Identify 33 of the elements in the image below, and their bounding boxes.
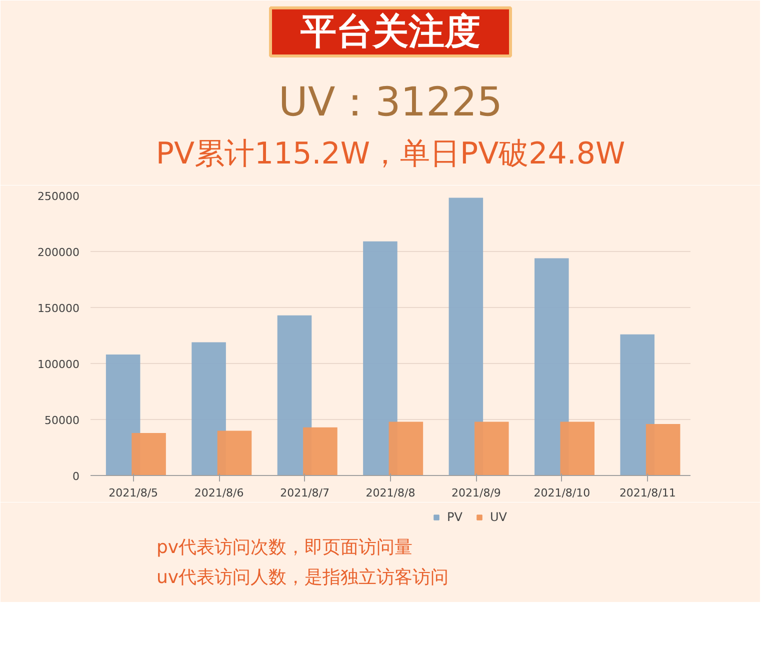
- x-tick-label: 2021/8/8: [366, 486, 416, 500]
- bar: [132, 432, 166, 476]
- bar: [192, 342, 226, 476]
- bar: [363, 241, 398, 476]
- chart-title: 平台关注度: [300, 11, 480, 52]
- bar: [277, 315, 312, 476]
- text: uv代表访问人数，是指独立访客访问: [156, 567, 449, 588]
- bar: [646, 424, 680, 476]
- y-tick-label: 250000: [38, 190, 80, 203]
- x-tick-label: 2021/8/9: [452, 486, 501, 500]
- y-tick-label: 100000: [38, 358, 80, 371]
- chart-subtitle: UV：31225 PV累计115.2W，单日PV破24.8W: [156, 79, 626, 172]
- bar: [388, 422, 424, 476]
- legend-label: PV: [447, 510, 464, 524]
- x-tick-label: 2021/8/11: [619, 486, 676, 500]
- text: pv代表访问次数，即页面访问量: [156, 537, 413, 558]
- y-tick-label: 200000: [38, 246, 80, 259]
- y-tick-label: 50000: [44, 414, 80, 427]
- x-tick-label: 2021/8/5: [108, 486, 158, 500]
- bar: [620, 334, 654, 476]
- legend-label: UV: [490, 510, 508, 524]
- bar: [217, 430, 252, 476]
- bar: [448, 198, 484, 476]
- x-tick-label: 2021/8/7: [280, 486, 330, 500]
- y-tick-label: 150000: [38, 302, 80, 315]
- x-tick-label: 2021/8/6: [194, 486, 244, 500]
- y-tick-label: 0: [72, 470, 80, 483]
- bar: [106, 354, 140, 476]
- bar: [560, 422, 594, 476]
- bar: [534, 258, 569, 476]
- bar: [474, 422, 509, 476]
- bar: [303, 427, 338, 476]
- x-tick-label: 2021/8/10: [534, 486, 590, 500]
